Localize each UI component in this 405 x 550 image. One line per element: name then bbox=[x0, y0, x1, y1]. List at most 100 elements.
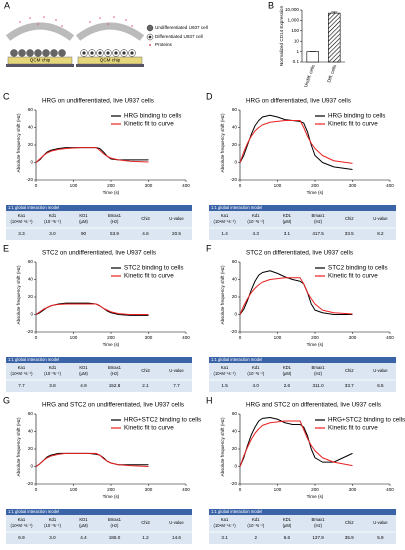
y-tick-label: 10,000 bbox=[285, 7, 299, 12]
column-name: KD1 bbox=[79, 213, 88, 218]
table-value: 2 bbox=[254, 535, 257, 540]
table-value: 7.7 bbox=[18, 383, 25, 388]
x-tick-label: 200 bbox=[107, 335, 115, 340]
table-title: 1:1 global interaction model bbox=[8, 357, 59, 362]
table-value: 4.9 bbox=[80, 383, 87, 388]
x-tick-label: 100 bbox=[70, 335, 78, 340]
data-line bbox=[35, 452, 149, 467]
x-tick-label: 200 bbox=[107, 183, 115, 188]
column-name: KD1 bbox=[79, 517, 88, 522]
y-tick-label: 40 bbox=[28, 277, 34, 282]
table-value: 90 bbox=[81, 231, 87, 236]
column-name: U-value bbox=[169, 368, 184, 373]
table-value: 6.9 bbox=[18, 535, 25, 540]
column-unit: (10⁻³s⁻¹) bbox=[44, 219, 61, 224]
data-line bbox=[239, 417, 353, 467]
schematic: A QCM chip QCM chip Undifferentiate bbox=[4, 0, 208, 67]
panel-label: E bbox=[3, 243, 9, 253]
table-value: 3.0 bbox=[49, 535, 56, 540]
table-value: 2.1 bbox=[142, 383, 149, 388]
chip-label: QCM chip bbox=[30, 58, 51, 63]
x-tick-label: 400 bbox=[182, 335, 190, 340]
table-value: 8.2 bbox=[377, 231, 384, 236]
x-tick-label: 300 bbox=[349, 183, 357, 188]
y-tick-label: -20 bbox=[230, 481, 237, 486]
column-unit: (10⁻³s⁻¹) bbox=[247, 371, 264, 376]
x-axis-label: Time (s) bbox=[103, 190, 120, 195]
x-tick-label: 200 bbox=[311, 183, 319, 188]
x-tick-label: 100 bbox=[274, 183, 282, 188]
y-tick-label: -20 bbox=[26, 329, 33, 334]
table-value: 3.0 bbox=[49, 231, 56, 236]
column-name: U-value bbox=[373, 368, 388, 373]
x-tick-label: 0 bbox=[239, 335, 242, 340]
table-value: 3.8 bbox=[49, 383, 56, 388]
table-value: 33.5 bbox=[345, 231, 354, 236]
data-line bbox=[35, 303, 149, 315]
data-line bbox=[35, 147, 149, 163]
column-name: KD1 bbox=[283, 365, 292, 370]
legend-label: Kinetic fit to curve bbox=[328, 121, 378, 128]
column-unit: (10⁻³s⁻¹) bbox=[44, 371, 61, 376]
column-unit: (10⁴M⁻¹s⁻¹) bbox=[214, 523, 237, 528]
column-name: Bmax1 bbox=[312, 517, 326, 522]
y-tick-label: 60 bbox=[28, 411, 34, 416]
chart-title: STC2 on undifferentiated, live U937 cell… bbox=[42, 250, 156, 257]
table-value: 33.7 bbox=[345, 383, 354, 388]
x-tick-label: 100 bbox=[274, 335, 282, 340]
table-value: 417.5 bbox=[312, 231, 324, 236]
legend-label: HRG binding to cells bbox=[328, 113, 385, 120]
panel-label: H bbox=[206, 395, 213, 405]
chip-label: QCM chip bbox=[100, 58, 121, 63]
legend-label: HRG+STC2 binding to cells bbox=[124, 417, 201, 424]
x-tick-label: 300 bbox=[145, 183, 153, 188]
column-name: U-value bbox=[373, 216, 388, 221]
table-title: 1:1 global interaction model bbox=[8, 509, 59, 514]
table-value: 1.2 bbox=[142, 535, 149, 540]
x-tick-label: 200 bbox=[107, 487, 115, 492]
legend-label: Kinetic fit to curve bbox=[328, 273, 378, 280]
x-tick-label: 0 bbox=[35, 487, 38, 492]
table-title: 1:1 global interaction model bbox=[211, 357, 262, 362]
panel-label: G bbox=[3, 395, 10, 405]
chart-title: HRG and STC2 on differentiated, live U93… bbox=[246, 402, 381, 409]
cells bbox=[10, 49, 136, 57]
y-tick-label: -20 bbox=[230, 177, 237, 182]
column-name: U-value bbox=[169, 520, 184, 525]
column-name: Chi2 bbox=[345, 368, 354, 373]
table-header bbox=[6, 509, 192, 515]
column-unit: (10⁴M⁻¹s⁻¹) bbox=[10, 371, 33, 376]
y-axis-label: Normalized CD14 Expression bbox=[279, 5, 284, 66]
legend-text: Undifferentiated U937 cell bbox=[155, 25, 208, 30]
chip-base bbox=[6, 64, 74, 67]
column-name: Ka1 bbox=[221, 517, 229, 522]
column-name: Chi2 bbox=[141, 368, 150, 373]
column-unit: (Hz) bbox=[111, 371, 120, 376]
column-name: Ka1 bbox=[18, 213, 26, 218]
legend-icon bbox=[148, 35, 152, 39]
bar bbox=[306, 51, 319, 63]
column-name: Kd1 bbox=[252, 365, 260, 370]
table-header bbox=[209, 357, 396, 363]
x-tick-label: 300 bbox=[349, 487, 357, 492]
table-title: 1:1 global interaction model bbox=[211, 205, 262, 210]
y-tick-label: 0 bbox=[30, 464, 33, 469]
legend-label: Kinetic fit to curve bbox=[124, 273, 174, 280]
chart-title: HRG on undifferentiated, live U937 cells bbox=[42, 98, 154, 105]
column-name: Ka1 bbox=[18, 365, 26, 370]
y-tick-label: 1 bbox=[296, 49, 299, 54]
y-tick-label: 60 bbox=[28, 259, 34, 264]
table-header bbox=[209, 205, 396, 211]
column-unit: (μM) bbox=[79, 523, 88, 528]
legend-label: HRG binding to cells bbox=[124, 113, 181, 120]
legend-label: Kinetic fit to curve bbox=[124, 121, 174, 128]
y-tick-label: 40 bbox=[232, 429, 238, 434]
column-name: Kd1 bbox=[252, 517, 260, 522]
y-axis-label: Absolute frequency shift (Hz) bbox=[16, 417, 21, 476]
table-value: 14.6 bbox=[172, 535, 181, 540]
column-name: Bmax1 bbox=[108, 365, 122, 370]
x-tick-label: 100 bbox=[274, 487, 282, 492]
x-axis-label: Time (s) bbox=[307, 190, 324, 195]
x-tick-label: 200 bbox=[311, 335, 319, 340]
